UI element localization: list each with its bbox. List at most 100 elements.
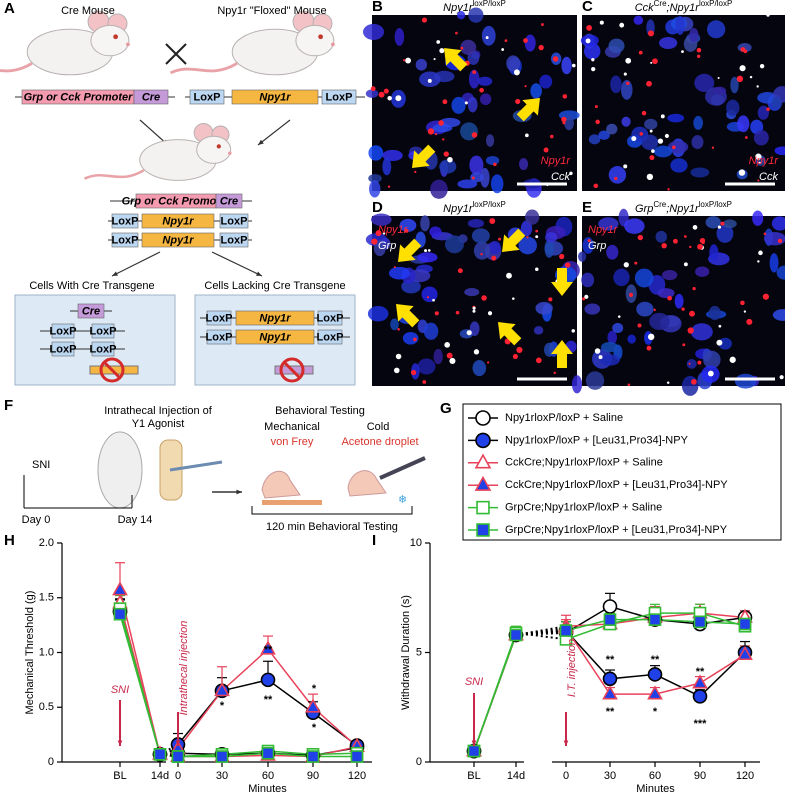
rna-dot [491,255,497,261]
nucleus [581,272,595,288]
rna-dot [691,379,697,385]
legend-marker [476,523,490,537]
rna-dot [584,294,589,299]
rna-dot [523,38,528,43]
nucleus [561,56,572,75]
arrow-head [117,740,123,746]
rna-dot [683,235,687,238]
gene-segment [219,232,249,248]
rna-dot [697,243,703,250]
marker [305,698,321,713]
nucleus [693,115,704,130]
annotation: ** [606,706,615,718]
title-part: Cre [653,200,666,209]
annotation: *** [694,718,708,730]
title-part: Grp [635,203,653,215]
pointer-arrow-shape [444,48,468,72]
legend-label: Npy1rloxP/loxP + [Leu31,Pro34]-NPY [505,434,689,446]
rna-dot [701,240,705,245]
gene-label: LoxP [317,331,344,343]
series-line [473,634,517,752]
nucleus [763,231,785,246]
pointer-arrow [551,268,573,296]
rna-dot [434,311,439,316]
nucleus [421,286,438,303]
legend-label: CckCre;Npy1rloxP/loxP + Saline [505,457,663,469]
rna-dot [516,346,523,354]
gene-label: LoxP [221,215,248,227]
rna-dot [717,225,722,229]
test-type: Cold [367,421,390,433]
nucleus [451,96,466,114]
nucleus [470,172,484,183]
rna-dot [738,169,746,176]
nucleus [757,105,769,120]
y-tick-label: 1.5 [39,592,54,604]
x-tick-label: 60 [649,770,661,782]
title-part: loxP/loxP [472,0,505,8]
nucleus [667,140,689,154]
nucleus [598,217,619,231]
nucleus [690,167,710,178]
stain-label: Cck [759,171,778,183]
nucleus [535,301,553,315]
rna-dot [681,307,685,311]
nucleus [608,38,625,53]
rna-dot [549,134,554,139]
syringe [169,460,223,472]
rna-dot [489,218,496,224]
pointer-arrow [412,144,436,168]
rna-dot [757,179,760,182]
rna-dot [625,57,632,64]
series-line [119,613,161,755]
test-name: von Frey [271,436,314,448]
legend-label: GrpCre;Npy1rloxP/loxP + Saline [505,502,662,514]
nucleus [610,75,622,94]
nucleus [519,158,529,171]
x-tick-label: 14d [507,770,525,782]
nucleus [481,25,496,46]
title-part: loxP/loxP [699,200,732,209]
nucleus [373,240,386,257]
x-tick-label: 30 [216,770,228,782]
rna-dot [472,70,477,74]
paw [347,470,387,497]
rna-dot [471,132,478,138]
nucleus [544,342,555,357]
nucleus [368,145,384,161]
gene-label: Grp or Cck Promoter [24,91,134,103]
arrow-head [112,271,118,276]
gene-label: Cre [82,305,100,317]
rna-dot [587,239,591,243]
y-tick-label: 5 [416,646,422,658]
legend-label: CckCre;Npy1rloxP/loxP + [Leu31,Pro34]-NP… [505,479,728,491]
marker [171,750,185,763]
pointer-arrow-shape [412,144,436,168]
rna-dot [559,253,565,260]
nucleus [769,253,779,273]
rna-dot [667,188,670,191]
marker [693,615,707,629]
rna-dot [504,39,508,42]
nucleus [607,330,618,345]
annotation: ** [606,654,615,666]
nucleus [694,73,715,93]
rna-dot [617,315,621,318]
stain-label: Grp [588,240,606,252]
nucleus [674,293,684,309]
rna-dot [591,57,595,62]
gene-segment [51,341,75,357]
rna-dot [749,75,753,79]
rna-dot [667,295,672,301]
nucleus [433,349,443,365]
nucleus [600,341,619,353]
rna-dot [718,324,722,328]
rna-dot [436,40,441,44]
rna-dot [746,318,753,325]
rna-dot [755,153,762,160]
rna-dot [707,370,714,377]
nucleus [417,358,436,375]
rna-dot [378,91,385,98]
nucleus [399,218,417,232]
rna-dot [744,136,748,139]
